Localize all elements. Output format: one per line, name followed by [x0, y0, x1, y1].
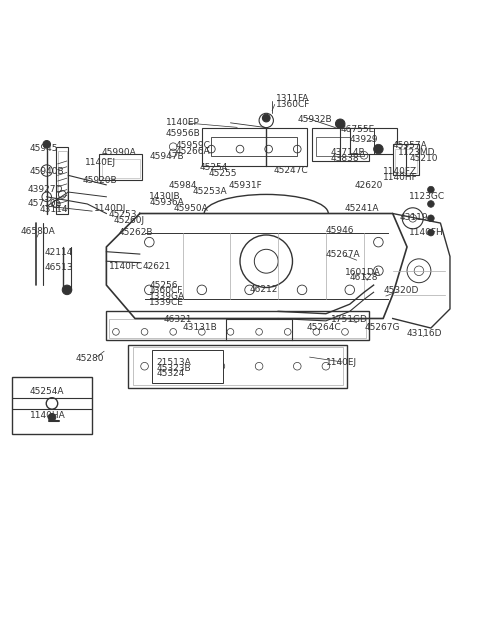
Bar [109, 318, 366, 338]
Text: 43114: 43114 [39, 205, 68, 214]
Text: 46212: 46212 [250, 285, 278, 294]
Text: 45256: 45256 [149, 280, 178, 290]
Text: 1339GA: 1339GA [149, 292, 185, 301]
Text: 45936A: 45936A [149, 198, 184, 207]
Text: 45254A: 45254A [30, 387, 64, 396]
Text: 45947B: 45947B [149, 152, 184, 161]
Text: 43116D: 43116D [407, 329, 443, 338]
Text: 45253A: 45253A [192, 187, 227, 196]
Text: 45931F: 45931F [228, 182, 262, 190]
Bar [132, 347, 343, 385]
Text: 1430JB: 1430JB [149, 192, 181, 201]
Text: 46321: 46321 [164, 315, 192, 324]
Text: 45320D: 45320D [383, 286, 419, 296]
Text: 45254: 45254 [199, 163, 228, 172]
Bar [128, 345, 348, 388]
Bar [316, 137, 364, 156]
Circle shape [428, 201, 434, 207]
Text: 43714B: 43714B [331, 148, 365, 157]
Bar [107, 311, 369, 340]
Text: 43927D: 43927D [28, 185, 63, 194]
Text: 1311FA: 1311FA [276, 94, 309, 103]
Circle shape [48, 413, 56, 421]
Bar [102, 159, 140, 178]
Circle shape [428, 215, 434, 222]
Circle shape [43, 141, 50, 148]
Bar [99, 154, 142, 180]
Bar [312, 127, 369, 161]
Text: 1123MD: 1123MD [397, 148, 435, 157]
Text: 45280: 45280 [75, 354, 104, 363]
Text: 46513: 46513 [44, 263, 73, 272]
Text: 45932B: 45932B [297, 115, 332, 124]
Text: 45946: 45946 [326, 225, 354, 234]
Text: 1140FH: 1140FH [409, 228, 444, 237]
Bar [393, 145, 419, 175]
Text: 46580A: 46580A [21, 227, 55, 236]
Bar [56, 147, 68, 213]
Circle shape [336, 119, 345, 129]
Circle shape [263, 114, 270, 122]
Text: 1360CF: 1360CF [149, 286, 184, 296]
Bar [395, 149, 417, 173]
Text: 42620: 42620 [355, 182, 383, 190]
Text: 45253: 45253 [109, 210, 137, 219]
Text: 45264C: 45264C [307, 322, 341, 332]
Text: 45260J: 45260J [114, 216, 144, 225]
Text: 45990A: 45990A [102, 148, 136, 157]
Circle shape [428, 186, 434, 193]
Text: 1140FZ: 1140FZ [383, 167, 417, 176]
Text: 1751GD: 1751GD [331, 315, 368, 324]
Text: 45255: 45255 [209, 169, 238, 178]
Text: 45920B: 45920B [83, 176, 117, 185]
Text: 45262B: 45262B [118, 228, 153, 237]
Text: 45950A: 45950A [173, 204, 208, 213]
Text: 45266A: 45266A [176, 147, 210, 156]
Bar [202, 127, 307, 166]
Text: 1140DJ: 1140DJ [95, 204, 127, 213]
Text: 45210: 45210 [409, 154, 438, 162]
Text: 1140EJ: 1140EJ [326, 358, 357, 367]
Text: 45984: 45984 [168, 182, 197, 190]
Text: 45945: 45945 [29, 144, 58, 153]
Text: 45267G: 45267G [364, 322, 399, 332]
Text: 46128: 46128 [350, 273, 378, 282]
Text: 45957A: 45957A [393, 141, 428, 150]
Text: 1360CF: 1360CF [276, 100, 310, 109]
Text: 43838: 43838 [331, 154, 360, 163]
Circle shape [373, 145, 383, 154]
Text: 1123GC: 1123GC [409, 192, 445, 201]
Text: 45323B: 45323B [156, 364, 191, 373]
Text: 45247C: 45247C [274, 166, 308, 175]
Bar [152, 350, 223, 383]
Text: 45324: 45324 [156, 369, 185, 378]
Text: 45959C: 45959C [176, 141, 210, 150]
Text: 43929: 43929 [350, 135, 378, 144]
Text: 1140HF: 1140HF [383, 173, 418, 182]
Text: 45710E: 45710E [28, 199, 62, 208]
Text: 1140FC: 1140FC [109, 262, 143, 271]
Circle shape [62, 285, 72, 295]
Text: 1601DA: 1601DA [345, 268, 381, 276]
Text: 42114: 42114 [44, 248, 72, 257]
Text: 45241A: 45241A [345, 204, 380, 213]
Text: 45956B: 45956B [166, 129, 201, 138]
Text: 1140EJ: 1140EJ [85, 159, 116, 168]
Bar [12, 376, 92, 434]
Text: 42621: 42621 [142, 262, 170, 271]
Text: 1140EP: 1140EP [166, 118, 200, 127]
Text: 43131B: 43131B [183, 322, 217, 332]
Text: 1140HA: 1140HA [30, 412, 66, 420]
Text: 1339CE: 1339CE [149, 297, 184, 307]
Circle shape [428, 229, 434, 236]
Bar [211, 137, 297, 156]
Text: 46755E: 46755E [340, 125, 374, 134]
Text: 43119: 43119 [400, 213, 429, 222]
Text: 45940B: 45940B [29, 168, 64, 176]
Bar [350, 127, 397, 154]
Bar [58, 152, 67, 209]
Text: 21513A: 21513A [156, 358, 191, 367]
Text: 45267A: 45267A [326, 250, 360, 259]
